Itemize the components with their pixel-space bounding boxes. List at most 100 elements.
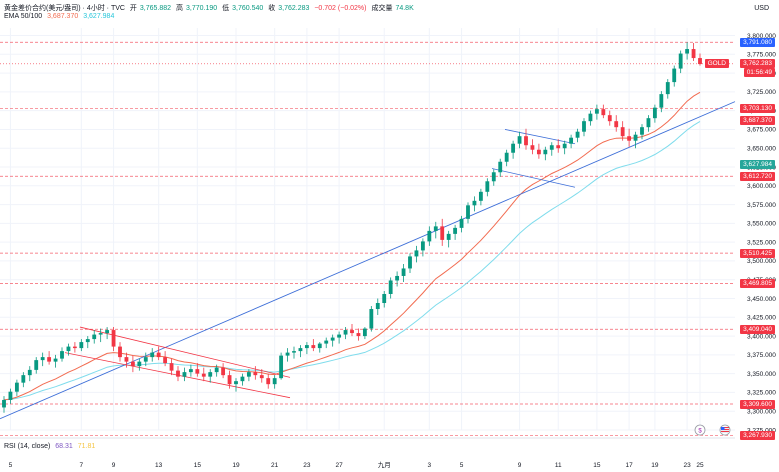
- candle-body: [311, 345, 316, 349]
- candlesticks[interactable]: [2, 42, 702, 413]
- candle-body: [453, 227, 458, 234]
- x-tick-label: 17: [625, 462, 633, 469]
- candle-body: [536, 149, 541, 155]
- price-tag[interactable]: 3,409.040: [740, 324, 775, 334]
- candle-body: [246, 372, 251, 377]
- ema100-line: [3, 120, 701, 401]
- candle-body: [524, 136, 528, 146]
- candle-body: [272, 378, 277, 385]
- ema50-value: 3,687.370: [47, 13, 79, 20]
- y-tick-label: 3,525.000: [747, 239, 776, 246]
- rsi-signal-value: 71.81: [77, 443, 96, 450]
- candle-body: [150, 352, 155, 358]
- svg-text:$: $: [698, 429, 702, 435]
- price-tag[interactable]: 3,762.283: [740, 59, 775, 69]
- high-label: 高: [176, 5, 184, 12]
- candle-body: [511, 143, 516, 153]
- candle-body: [317, 343, 322, 349]
- y-tick-label: 3,375.000: [747, 352, 776, 359]
- price-tag[interactable]: 3,510.425: [740, 248, 775, 258]
- ascending-trend-line: [0, 101, 736, 420]
- candle-body: [698, 58, 702, 65]
- x-tick-label: 15: [194, 462, 202, 469]
- candle-body: [169, 363, 174, 371]
- price-tag[interactable]: 3,791.080: [740, 37, 775, 47]
- candle-body: [118, 346, 122, 358]
- y-tick-label: 3,650.000: [747, 146, 776, 153]
- candle-body: [130, 361, 135, 367]
- candle-body: [356, 333, 361, 337]
- candle-body: [176, 370, 180, 377]
- x-tick-label: 27: [335, 462, 343, 469]
- candle-body: [214, 367, 219, 373]
- symbol-header[interactable]: 黄金差价合约(美元/盎司) · 4小时 · TVC 开 3,765.882 高 3,…: [4, 3, 417, 13]
- x-tick-label: 13: [155, 462, 163, 469]
- candle-body: [408, 256, 412, 269]
- candle-body: [440, 226, 445, 240]
- candle-body: [60, 351, 64, 359]
- y-tick-label: 3,500.000: [747, 258, 776, 265]
- candle-body: [111, 330, 116, 347]
- price-tag[interactable]: 3,469.805: [740, 279, 775, 289]
- symbol-title[interactable]: 黄金差价合约(美元/盎司) · 4小时 · TVC: [4, 5, 125, 12]
- us-flag-icon[interactable]: [719, 424, 731, 436]
- ema-legend[interactable]: EMA 50/100 3,687.370 3,627.984: [4, 13, 117, 20]
- price-tag[interactable]: 3,309.600: [740, 399, 775, 409]
- candle-body: [433, 226, 438, 231]
- candle-body: [227, 375, 232, 385]
- candle-body: [575, 131, 580, 138]
- candle-body: [259, 375, 264, 379]
- horizontal-levels: [0, 41, 735, 436]
- time-axis[interactable]: 5 7 9 13 15 19 21 23 27 九月 3 5 9 11 15 17 19 23 25: [9, 460, 704, 469]
- y-tick-label: 3,600.000: [747, 183, 776, 190]
- y-tick-label: 3,425.000: [747, 315, 776, 322]
- candle-body: [601, 109, 606, 116]
- candle-body: [562, 143, 567, 149]
- rsi-legend[interactable]: RSI (14, close) 68.31 71.81: [4, 443, 98, 450]
- candle-body: [79, 342, 84, 349]
- candle-body: [324, 340, 329, 344]
- currency-flag-icon[interactable]: $: [694, 424, 706, 436]
- high-value: 3,770.190: [186, 5, 218, 12]
- candle-body: [40, 357, 45, 361]
- y-tick-label: 3,400.000: [747, 333, 776, 340]
- candle-body: [343, 330, 348, 335]
- candle-body: [266, 378, 271, 385]
- candle-body: [375, 303, 380, 310]
- candle-body: [188, 369, 193, 373]
- candle-body: [182, 372, 187, 377]
- candle-body: [85, 339, 90, 343]
- y-tick-label: 3,725.000: [747, 89, 776, 96]
- x-tick-label: 5: [460, 462, 464, 469]
- candle-body: [543, 149, 548, 155]
- candle-body: [549, 145, 554, 150]
- candle-body: [627, 136, 632, 141]
- price-tag[interactable]: 3,612.720: [740, 171, 775, 181]
- candle-body: [298, 348, 303, 352]
- candle-body: [304, 345, 309, 349]
- candle-body: [395, 275, 400, 281]
- price-tag[interactable]: 3,703.130: [740, 103, 775, 113]
- x-tick-label: 5: [9, 462, 13, 469]
- currency-label[interactable]: USD: [754, 5, 769, 12]
- price-tag[interactable]: 3,627.984: [740, 160, 775, 170]
- candle-body: [472, 200, 477, 206]
- x-tick-label: 23: [683, 462, 691, 469]
- candle-body: [21, 375, 26, 383]
- symbol-price-label[interactable]: GOLD: [704, 59, 729, 69]
- x-tick-label: 23: [303, 462, 311, 469]
- price-tag[interactable]: 3,687.370: [740, 115, 775, 125]
- candle-body: [66, 346, 71, 352]
- rsi-label[interactable]: RSI (14, close): [4, 443, 51, 450]
- price-tag[interactable]: 3,267.930: [740, 430, 775, 440]
- x-tick-label: 25: [696, 462, 704, 469]
- candle-body: [588, 113, 593, 122]
- candle-body: [72, 346, 77, 349]
- change-value: −0.702 (−0.02%): [314, 5, 367, 12]
- candle-body: [485, 181, 490, 192]
- candle-body: [137, 361, 142, 367]
- candle-body: [201, 373, 206, 377]
- x-tick-label: 9: [518, 462, 522, 469]
- ema-label[interactable]: EMA 50/100: [4, 13, 43, 20]
